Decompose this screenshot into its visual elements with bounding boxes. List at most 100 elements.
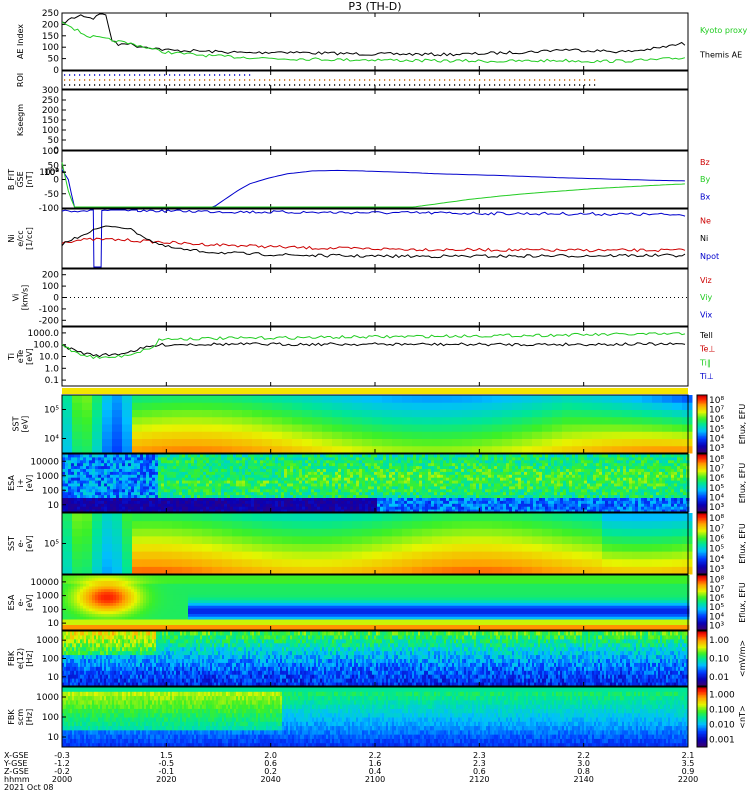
sst_ion_top-heatmap (62, 395, 693, 454)
sst_ion_top-ytick-label: 10⁴ (44, 435, 59, 445)
fbk_b-colorbar-label: <nT> (738, 705, 747, 728)
ephem-row-label-4: 2021 Oct 08 (4, 783, 53, 792)
bfield-ylabel-text: GSE (16, 171, 25, 187)
density-legend-0: Ne (700, 216, 711, 225)
ephem-value: 1.5 (160, 751, 173, 760)
velocity-legend-1: Viy (700, 293, 713, 302)
esa_elec-colorbar-tick: 10⁴ (709, 612, 724, 622)
esa_ion-colorbar-label-text: Eflux, EFU (738, 463, 747, 504)
fbk_e-colorbar-tick: 0.01 (709, 673, 729, 683)
bfield-legend-2: Bx (700, 192, 710, 201)
ephem-value: 2.3 (473, 759, 486, 768)
ephem-value: -1.2 (54, 759, 70, 768)
sst_ion_top-ylabel: SST [eV] (12, 416, 30, 433)
sst_elec-colorbar-tick: 10⁶ (709, 534, 724, 544)
density-frame (61, 208, 689, 269)
fbk_e-ytick-label: 100 (42, 655, 59, 665)
bfield-series-bx (61, 169, 685, 208)
sst_elec-heatmap (62, 513, 693, 575)
density-ytick-label: 10⁴ (44, 168, 59, 178)
roi-ylabel: ROI (16, 73, 25, 87)
esa_elec-colorbar-tick: 10⁷ (709, 585, 724, 595)
density-series-npot (61, 209, 686, 268)
esa_ion-colorbar-tick: 10⁷ (709, 465, 724, 475)
ae-series-themis-ae (61, 13, 686, 57)
density-ylabel-text: [1/cc] (25, 227, 34, 250)
ksegm-ytick-label: 250 (42, 96, 59, 106)
fbk_e-ylabel-text: FBK (7, 650, 16, 666)
esa_ion-heatmap (62, 454, 690, 513)
ksegm-ytick-label: 200 (42, 106, 59, 116)
velocity-ytick-label: -100 (39, 305, 60, 315)
ephem-value: -0.5 (159, 759, 175, 768)
ephem-row-label-2: Z-GSE (4, 767, 29, 776)
esa_ion-colorbar-tick: 10⁴ (709, 494, 724, 504)
ksegm-ytick-label: 50 (48, 136, 60, 146)
ae-legend-0: Kyoto proxy AE (700, 26, 750, 35)
esa_elec-colorbar-tick: 10⁶ (709, 594, 724, 604)
fbk_e-colorbar (697, 631, 707, 687)
bfield-ytick-label: -50 (44, 190, 59, 200)
esa_elec-colorbar-label-text: Eflux, EFU (738, 582, 747, 623)
sst_elec-ylabel-text: SST (7, 536, 16, 551)
density-ytick-label: 10⁻² (39, 168, 59, 178)
ephem-row-label-1: Y-GSE (3, 759, 27, 768)
sst_elec-colorbar-frame (696, 512, 708, 575)
velocity-ytick-label: -200 (39, 316, 60, 326)
esa_elec-colorbar (697, 575, 707, 631)
page-title: P3 (TH-D) (348, 0, 402, 13)
esa_elec-ylabel-text: ESA (7, 594, 16, 610)
ephem-value: 2200 (678, 775, 698, 784)
roi-ylabel-text: ROI (16, 73, 25, 87)
ae-ytick-label: 200 (42, 20, 59, 30)
ephem-value: 2100 (365, 775, 385, 784)
ephem-value: 2.2 (577, 751, 590, 760)
density-ylabel: Ni e/cc [1/cc] (7, 227, 34, 250)
sst_elec-ylabel-text: e- (16, 539, 25, 547)
ephem-value: 0.4 (369, 767, 382, 776)
density-ytick-label: 10⁰ (44, 168, 59, 178)
fbk_b-colorbar-frame (696, 686, 708, 748)
bfield-ylabel-text: [nT] (25, 171, 34, 187)
fbk_b-ytick-label: 10 (48, 733, 60, 743)
sst_elec-colorbar-tick: 10⁷ (709, 524, 724, 534)
fbk_b-colorbar-tick: 0.001 (709, 736, 735, 746)
sst_ion_top-ylabel-text: SST (12, 416, 21, 431)
sst_ion_top-colorbar (697, 395, 707, 454)
sst_elec-colorbar-tick: 10³ (709, 565, 724, 575)
sst_elec-colorbar-tick: 10⁵ (709, 545, 724, 555)
velocity-ytick-label: 200 (42, 271, 59, 281)
ksegm-ylabel-text: Kseegm (16, 104, 25, 136)
velocity-legend-2: Vix (700, 310, 713, 319)
ae-series-kyoto-proxy-ae (61, 21, 686, 64)
fbk_b-colorbar (697, 687, 707, 748)
bfield-ytick-label: 0 (53, 176, 59, 186)
ephem-value: 2.2 (369, 751, 382, 760)
sst_ion_top-colorbar-tick: 10³ (709, 444, 724, 454)
fbk_e-colorbar-frame (696, 630, 708, 687)
ae-ytick-label: 150 (42, 32, 59, 42)
bfield-ylabel: B_FIT GSE [nT] (7, 169, 34, 190)
sst_elec-colorbar-label-text: Eflux, EFU (738, 523, 747, 564)
ksegm-ytick-label: 300 (42, 86, 59, 96)
esa_ion-colorbar-frame (696, 453, 708, 513)
density-ylabel-text: e/cc (16, 230, 25, 246)
bfield-series-by (61, 162, 685, 208)
sst_ion_top-colorbar-label: Eflux, EFU (738, 404, 747, 445)
bfield-ytick-label: 100 (42, 147, 59, 157)
ephem-value: -0.3 (54, 751, 70, 760)
fbk_e-ylabel: FBK e(12) [Hz] (7, 648, 34, 669)
esa_elec-ylabel: ESA e- [eV] (7, 594, 34, 611)
density-series-ni (61, 225, 686, 259)
fbk_e-ytick-label: 1000 (36, 636, 59, 646)
esa_ion-colorbar-tick: 10⁸ (709, 455, 724, 465)
fbk_b-ytick-label: 100 (42, 713, 59, 723)
esa_ion-colorbar (697, 454, 707, 513)
fbk_b-ytick-label: 1000 (36, 693, 59, 703)
bfield-ylabel-text: B_FIT (7, 169, 16, 190)
ae-frame (61, 12, 689, 71)
fbk_e-heatmap (62, 631, 689, 687)
velocity-ytick-label: 0 (53, 294, 59, 304)
ksegm-ytick-label: 100 (42, 126, 59, 136)
